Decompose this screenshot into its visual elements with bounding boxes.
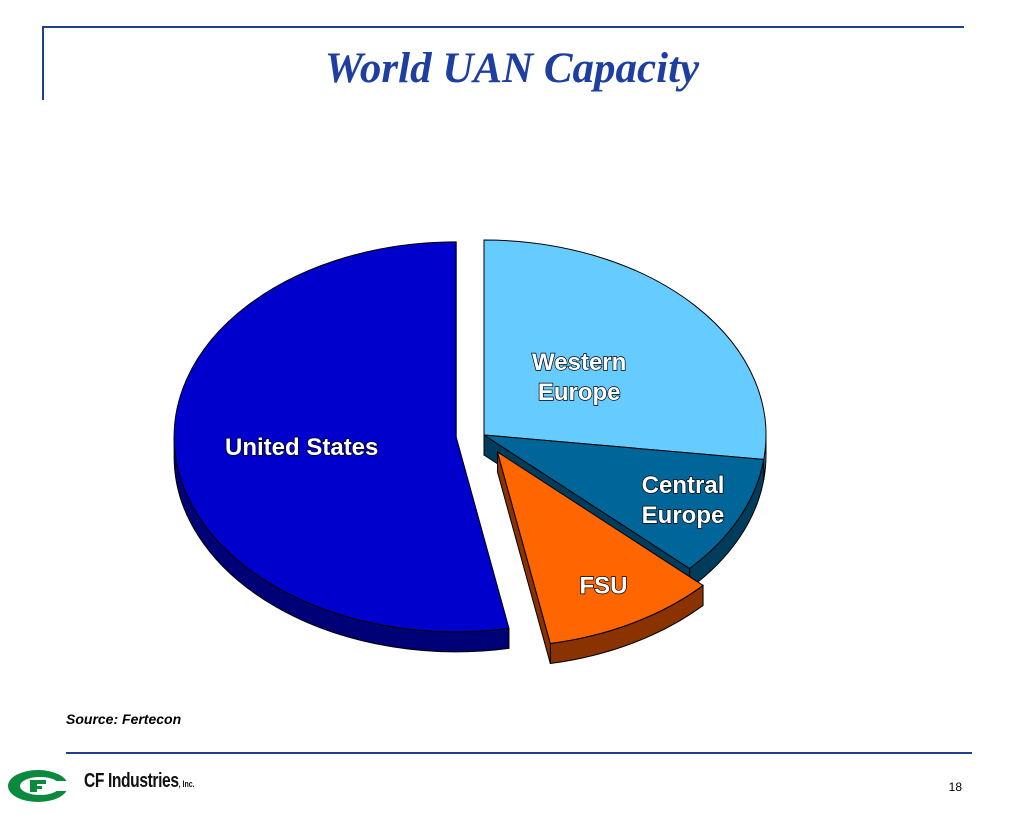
pie-slice-fsu [496, 450, 704, 665]
source-note: Source: Fertecon [66, 711, 182, 727]
page-number: 18 [948, 780, 962, 794]
pie-label-united-states: United States [225, 434, 378, 461]
pie-chart: Western Europe Central Europe FSU United Stat… [173, 239, 767, 665]
pie-label-fsu: FSU [579, 572, 627, 599]
title-frame-top-rule [42, 26, 964, 28]
slide-title: World UAN Capacity [324, 45, 700, 92]
cf-logo-icon [8, 770, 76, 802]
company-name: CF Industries, Inc. [84, 770, 195, 792]
pie-slice-united-states [173, 241, 510, 653]
footer-rule [66, 752, 972, 754]
pie-label-western-europe: Western Europe [532, 349, 626, 406]
title-frame-left-rule [42, 26, 44, 100]
pie-label-central-europe: Central Europe [642, 472, 725, 529]
